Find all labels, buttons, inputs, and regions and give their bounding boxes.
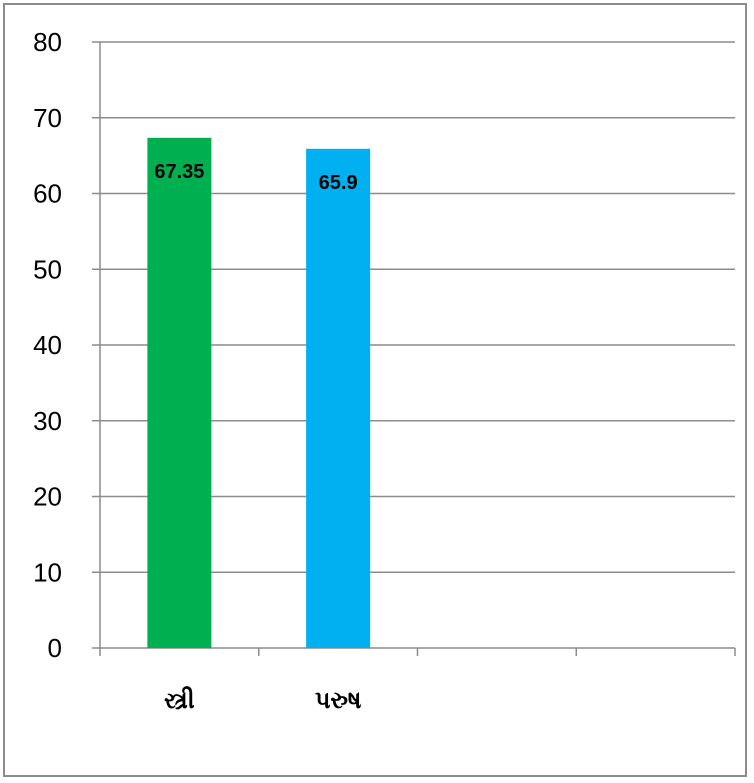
y-tick-label: 30: [33, 406, 62, 436]
category-label: સ્ત્રી: [164, 687, 195, 714]
y-tick-label: 40: [33, 330, 62, 360]
bars: [147, 137, 371, 649]
bar: [306, 148, 371, 648]
y-tick-label: 50: [33, 254, 62, 284]
y-tick-label: 80: [33, 27, 62, 57]
y-tick-label: 20: [33, 482, 62, 512]
y-tick-label: 0: [48, 633, 62, 663]
bar: [147, 137, 212, 649]
y-tick-label: 10: [33, 557, 62, 587]
y-tick-label: 70: [33, 103, 62, 133]
labels: 0 10 20 30 40 50 60 70 80 67.35 સ્ત્રી 65.9 પરુષ: [33, 27, 361, 714]
y-tick-label: 60: [33, 179, 62, 209]
axes: [92, 41, 736, 656]
category-label: પરુષ: [315, 687, 362, 714]
data-label: 67.35: [154, 161, 204, 183]
data-label: 65.9: [319, 172, 358, 194]
